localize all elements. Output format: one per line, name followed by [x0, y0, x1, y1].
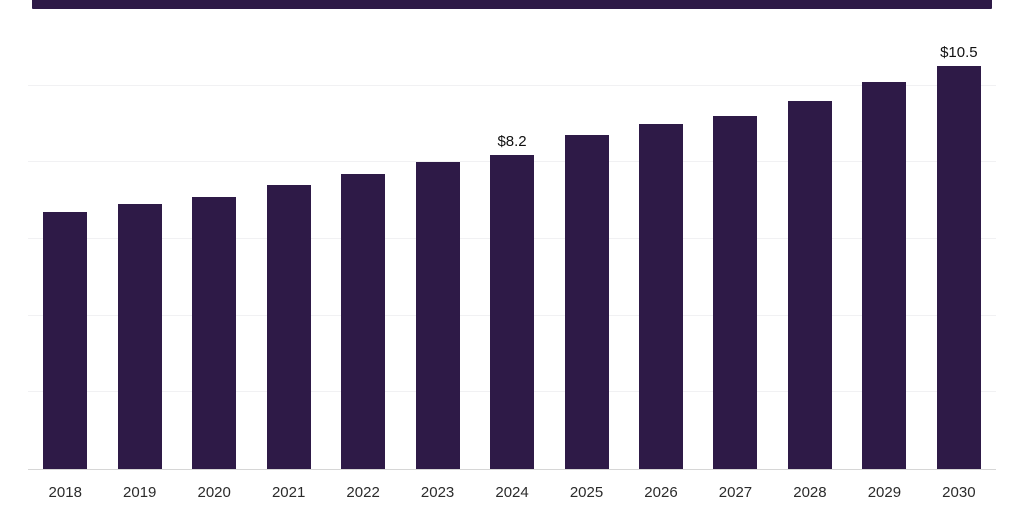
x-axis-label-2020: 2020 — [197, 484, 231, 501]
plot-area: $8.2 $10.5 — [28, 9, 996, 470]
x-axis-label-2022: 2022 — [346, 484, 380, 501]
x-axis-label-2024: 2024 — [495, 484, 529, 501]
bar-2030 — [936, 66, 981, 469]
bar-2024 — [490, 155, 535, 469]
x-axis-row: 2018 2019 2020 2021 2022 2023 2024 2025 2026 2027… — [28, 470, 996, 501]
gridline-10 — [28, 85, 996, 86]
bar-2028 — [787, 101, 832, 469]
bar-2025 — [564, 135, 609, 469]
bar-column-2030: $10.5 — [922, 44, 996, 469]
x-axis-label-2028: 2028 — [793, 484, 827, 501]
bar-2026 — [638, 124, 683, 469]
x-axis-label-2026: 2026 — [644, 484, 678, 501]
bar-column-2023 — [400, 162, 474, 469]
data-label-2024: $8.2 — [497, 133, 527, 150]
bar-2021 — [266, 185, 311, 469]
bar-column-2022 — [326, 174, 400, 469]
bar-column-2028 — [773, 101, 847, 469]
bar-column-2024: $8.2 — [475, 133, 549, 469]
bar-column-2029 — [847, 82, 921, 469]
bar-chart: $8.2 $10.5 2018 2019 2020 2021 2022 2023 2024 20… — [28, 9, 996, 501]
x-axis-label-2025: 2025 — [569, 484, 604, 501]
bar-column-2018 — [28, 212, 102, 469]
bar-column-2021 — [251, 185, 325, 469]
bar-column-2026 — [624, 124, 698, 469]
bar-column-2025 — [549, 135, 623, 469]
x-axis-label-2030: 2030 — [942, 484, 976, 501]
x-axis-label-2021: 2021 — [271, 484, 306, 501]
bar-column-2019 — [102, 204, 176, 469]
x-axis-label-2023: 2023 — [420, 484, 455, 501]
bar-2019 — [117, 204, 162, 469]
bar-2022 — [341, 174, 386, 469]
x-axis-label-2029: 2029 — [867, 484, 902, 501]
bar-2029 — [862, 82, 907, 469]
x-axis-label-2019: 2019 — [123, 484, 157, 501]
top-crop-strip — [32, 0, 992, 9]
data-label-2030: $10.5 — [940, 44, 978, 61]
x-axis-label-2027: 2027 — [718, 484, 753, 501]
bar-2023 — [415, 162, 460, 469]
bar-column-2027 — [698, 116, 772, 469]
bar-column-2020 — [177, 197, 251, 469]
x-axis-label-2018: 2018 — [48, 484, 82, 501]
bar-2018 — [43, 212, 88, 469]
bar-2020 — [192, 197, 237, 469]
bar-2027 — [713, 116, 758, 469]
